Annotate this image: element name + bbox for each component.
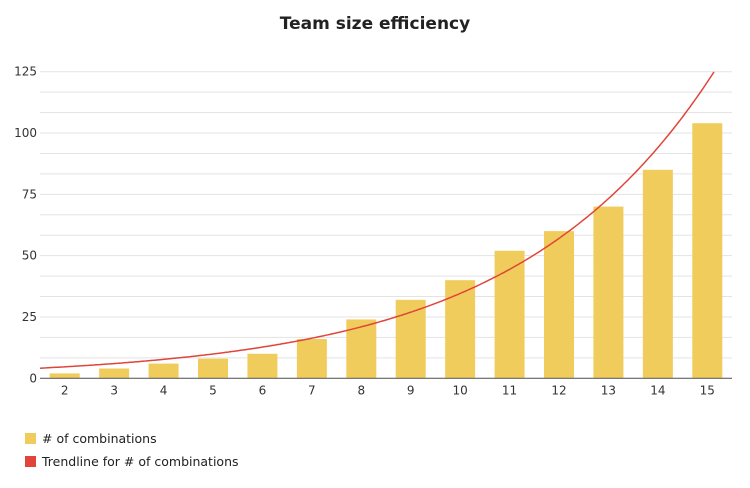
bar [692,123,723,379]
chart-title: Team size efficiency [279,14,471,34]
legend-label: Trendline for # of combinations [42,454,239,469]
bar [593,206,624,379]
bar [544,231,574,379]
x-tick-label: 13 [601,383,616,397]
bar [346,319,377,379]
x-tick-label: 4 [160,383,168,397]
x-tick-label: 10 [453,383,468,397]
y-tick-label: 50 [22,249,37,263]
x-tick-label: 14 [650,383,665,397]
x-tick-label: 9 [407,383,415,397]
bar [494,250,525,379]
y-tick-label: 125 [14,65,37,79]
legend-swatch-trendline [25,456,36,467]
y-tick-label: 100 [14,126,37,140]
x-tick-label: 7 [308,383,316,397]
y-tick-label: 0 [29,371,37,385]
x-tick-label: 8 [357,383,365,397]
x-tick-label: 3 [110,383,118,397]
x-tick-label: 6 [259,383,267,397]
x-tick-label: 12 [551,383,566,397]
bar [445,280,476,379]
x-tick-label: 15 [700,383,715,397]
bar [247,353,278,379]
y-tick-label: 25 [22,310,37,324]
bar [296,339,327,379]
bar [198,358,228,379]
x-tick-label: 2 [61,383,69,397]
legend-label: # of combinations [42,431,157,446]
y-tick-label: 75 [22,187,37,201]
bar [49,373,80,379]
legend-item-trendline: Trendline for # of combinations [25,454,239,469]
trendline [39,71,715,369]
x-tick-label: 5 [209,383,217,397]
bar [99,368,130,379]
x-tick-label: 11 [502,383,517,397]
bar [642,169,673,379]
legend-swatch-bar [25,433,36,444]
legend-item-series: # of combinations [25,431,157,446]
bar [148,363,179,379]
